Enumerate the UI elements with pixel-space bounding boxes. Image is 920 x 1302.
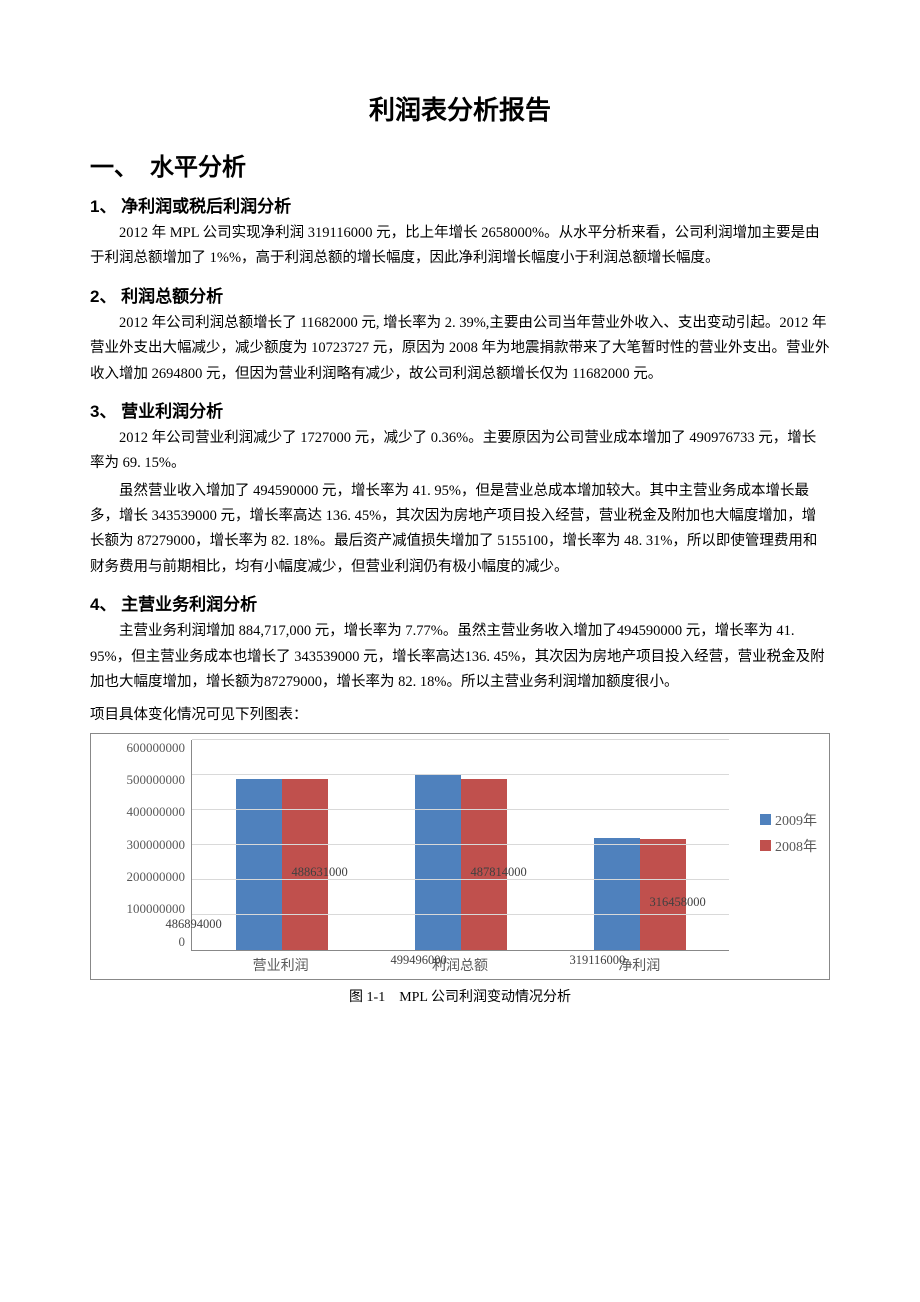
xcat: 营业利润 [191,951,370,975]
grid-line [192,879,729,880]
bar: 488631000 [282,779,328,950]
subsection-2-heading: 2、 利润总额分析 [90,282,830,307]
chart-x-axis: 营业利润 利润总额 净利润 [191,951,819,975]
sub3-paragraph-2: 虽然营业收入增加了 494590000 元，增长率为 41. 95%，但是营业总… [90,479,830,581]
ytick: 300000000 [127,837,186,853]
grid-line [192,914,729,915]
ytick: 400000000 [127,804,186,820]
chart-plot-area: 4868940004886310004994960004878140003191… [191,740,729,951]
chart-bars-container: 4868940004886310004994960004878140003191… [192,740,729,950]
bar-group: 486894000488631000 [192,740,371,950]
ytick: 500000000 [127,772,186,788]
bar-group: 319116000316458000 [550,740,729,950]
legend-label-2008: 2008年 [775,836,817,856]
bar: 319116000 [594,838,640,950]
document-title: 利润表分析报告 [90,90,830,127]
bar: 487814000 [461,779,507,950]
ytick: 0 [179,934,186,950]
legend-label-2009: 2009年 [775,810,817,830]
bar: 486894000 [236,779,282,949]
grid-line [192,809,729,810]
legend-item-2009: 2009年 [760,810,817,830]
sub2-paragraph-1: 2012 年公司利润总额增长了 11682000 元, 增长率为 2. 39%,… [90,311,830,387]
subsection-1-heading: 1、 净利润或税后利润分析 [90,192,830,217]
bar-group: 499496000487814000 [371,740,550,950]
subsection-4-heading: 4、 主营业务利润分析 [90,590,830,615]
bar-value-label: 499496000 [391,953,447,968]
bar-value-label: 319116000 [570,953,626,968]
grid-line [192,739,729,740]
ytick: 200000000 [127,869,186,885]
chart-intro-text: 项目具体变化情况可见下列图表： [90,703,830,728]
chart-caption: 图 1-1 MPL 公司利润变动情况分析 [90,986,830,1006]
ytick: 600000000 [127,740,186,756]
chart-area: 600000000 500000000 400000000 300000000 … [101,740,819,951]
bar-value-label: 488631000 [292,865,348,880]
legend-swatch-2008 [760,840,771,851]
bar-value-label: 486894000 [166,917,222,932]
ytick: 100000000 [127,901,186,917]
sub4-paragraph-1: 主营业务利润增加 884,717,000 元，增长率为 7.77%。虽然主营业务… [90,619,830,695]
grid-line [192,844,729,845]
bar-value-label: 487814000 [471,865,527,880]
subsection-3-heading: 3、 营业利润分析 [90,397,830,422]
grid-line [192,774,729,775]
section-1-heading: 一、 水平分析 [90,147,830,182]
legend-swatch-2009 [760,814,771,825]
bar-value-label: 316458000 [650,895,706,910]
bar: 499496000 [415,775,461,950]
legend-item-2008: 2008年 [760,836,817,856]
document-page: 利润表分析报告 一、 水平分析 1、 净利润或税后利润分析 2012 年 MPL… [0,0,920,1302]
chart-legend: 2009年 2008年 [760,804,817,862]
sub1-paragraph-1: 2012 年 MPL 公司实现净利润 319116000 元，比上年增长 265… [90,221,830,272]
bar: 316458000 [640,839,686,950]
profit-change-chart: 600000000 500000000 400000000 300000000 … [90,733,830,980]
sub3-paragraph-1: 2012 年公司营业利润减少了 1727000 元，减少了 0.36%。主要原因… [90,426,830,477]
